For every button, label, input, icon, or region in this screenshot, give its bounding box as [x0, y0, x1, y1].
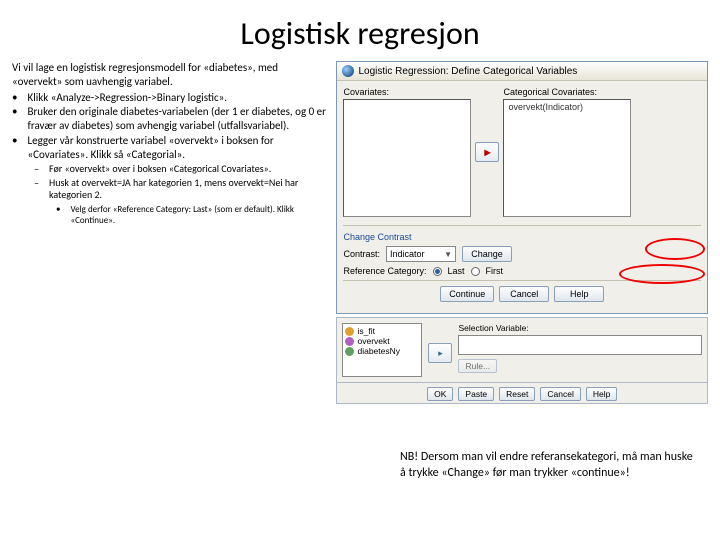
first-label: First [486, 266, 504, 276]
categorical-dialog: Logistic Regression: Define Categorical … [336, 61, 708, 314]
categorical-covariates-label: Categorical Covariates: [503, 87, 631, 97]
slide-title: Logistisk regresjon [0, 0, 720, 61]
dialog-button-row: Continue Cancel Help [343, 280, 701, 307]
change-contrast-group: Change Contrast Contrast: Indicator ▼ Ch… [343, 225, 701, 276]
var-item-overvekt[interactable]: overvekt [345, 336, 419, 346]
bullet-list-2: Før «overvekt» over i boksen «Categorica… [12, 163, 328, 202]
contrast-value: Indicator [390, 249, 425, 259]
bullet-list-3: Velg derfor «Reference Category: Last» (… [12, 204, 328, 227]
main-dialog-fragment: is_fit overvekt diabetesNy ▸ Selection V… [336, 317, 708, 383]
subbullet-1: Før «overvekt» over i boksen «Categorica… [49, 163, 271, 176]
bullet-2: Bruker den originale diabetes-variabelen… [27, 105, 328, 133]
rule-button[interactable]: Rule... [458, 359, 497, 373]
main-help-button[interactable]: Help [586, 387, 617, 401]
selection-variable-box[interactable] [458, 335, 702, 355]
change-contrast-title: Change Contrast [343, 232, 701, 242]
bullet-list-1: Klikk «Analyze->Regression->Binary logis… [12, 91, 328, 162]
first-radio[interactable] [471, 267, 480, 276]
var-item-diabetesny[interactable]: diabetesNy [345, 346, 419, 356]
covariates-label: Covariates: [343, 87, 471, 97]
var-item-isfit[interactable]: is_fit [345, 326, 419, 336]
selection-variable-label: Selection Variable: [458, 323, 702, 333]
last-label: Last [448, 266, 465, 276]
subsub-1: Velg derfor «Reference Category: Last» (… [70, 204, 328, 227]
contrast-label: Contrast: [343, 249, 380, 259]
chevron-down-icon: ▼ [444, 250, 452, 259]
covariates-listbox[interactable] [343, 99, 471, 217]
move-right-button[interactable]: ▸ [475, 142, 499, 162]
continue-button[interactable]: Continue [440, 286, 494, 302]
ok-button[interactable]: OK [427, 387, 453, 401]
intro-text: Vi vil lage en logistisk regresjonsmodel… [12, 61, 328, 89]
bullet-1: Klikk «Analyze->Regression->Binary logis… [27, 91, 227, 105]
categorical-covariates-listbox[interactable]: overvekt(Indicator) [503, 99, 631, 217]
catcov-item[interactable]: overvekt(Indicator) [508, 102, 583, 112]
var-icon [345, 337, 354, 346]
refcat-label: Reference Category: [343, 266, 426, 276]
dialog-titlebar: Logistic Regression: Define Categorical … [337, 62, 707, 81]
app-icon [342, 65, 354, 77]
paste-button[interactable]: Paste [458, 387, 494, 401]
subbullet-2: Husk at overvekt=JA har kategorien 1, me… [49, 177, 329, 202]
arrow-right-icon: ▸ [438, 348, 443, 359]
contrast-select[interactable]: Indicator ▼ [386, 246, 456, 262]
text-column: Vi vil lage en logistisk regresjonsmodel… [12, 61, 328, 404]
var-icon [345, 327, 354, 336]
bullet-3: Legger vår konstruerte variabel «overvek… [27, 134, 328, 162]
var-icon [345, 347, 354, 356]
main-button-row: OK Paste Reset Cancel Help [336, 383, 708, 404]
nb-note: NB! Dersom man vil endre referansekatego… [400, 450, 700, 481]
reset-button[interactable]: Reset [499, 387, 535, 401]
dialog-title: Logistic Regression: Define Categorical … [358, 66, 577, 77]
move-var-button[interactable]: ▸ [428, 343, 452, 363]
variable-list[interactable]: is_fit overvekt diabetesNy [342, 323, 422, 377]
main-cancel-button[interactable]: Cancel [540, 387, 580, 401]
cancel-button[interactable]: Cancel [499, 286, 549, 302]
help-button[interactable]: Help [554, 286, 604, 302]
last-radio[interactable] [433, 267, 442, 276]
change-button[interactable]: Change [462, 246, 512, 262]
arrow-right-icon: ▸ [484, 145, 490, 159]
